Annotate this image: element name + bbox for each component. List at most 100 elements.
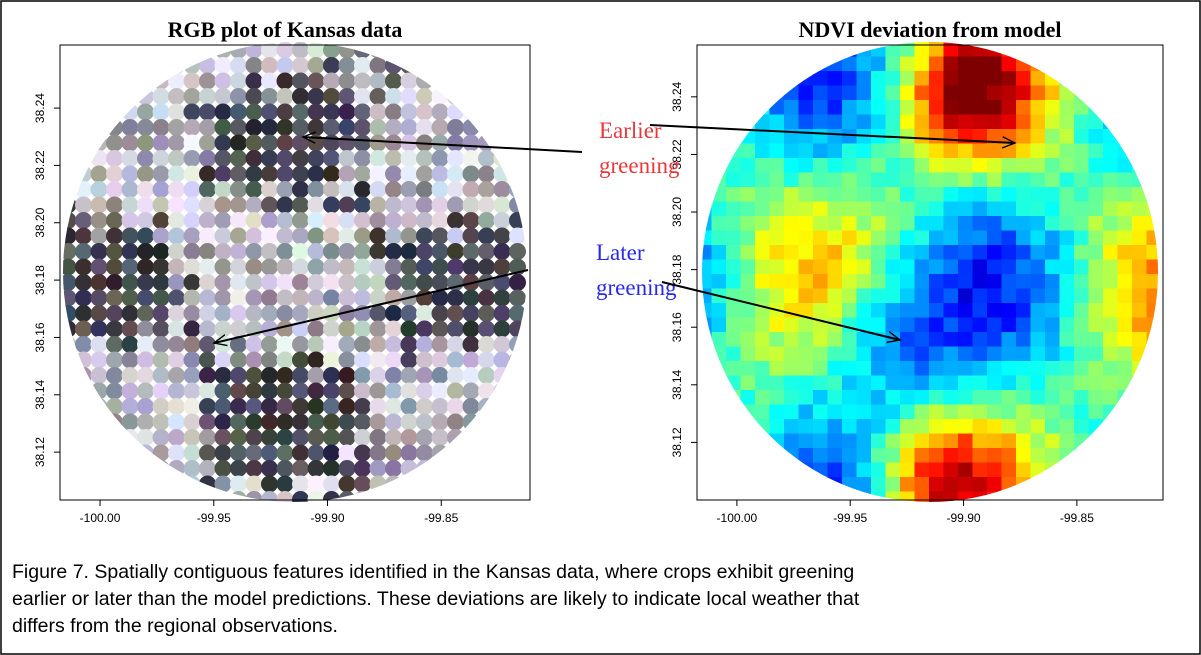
ndvi-cell [958, 477, 973, 492]
rgb-dot [494, 243, 511, 260]
ndvi-cell [1060, 274, 1075, 289]
ndvi-cell [900, 202, 915, 217]
rgb-dot [261, 135, 278, 152]
rgb-dot [75, 321, 92, 338]
ndvi-cell [1074, 318, 1089, 333]
rgb-dot [385, 274, 402, 291]
ndvi-cell [900, 332, 915, 347]
rgb-dot [246, 429, 263, 446]
ndvi-cell [929, 144, 944, 159]
ndvi-cell [784, 115, 799, 130]
rgb-dot [137, 274, 154, 291]
rgb-dot [215, 398, 232, 415]
ndvi-cell [958, 463, 973, 478]
ndvi-cell [958, 245, 973, 260]
rgb-dot [308, 398, 325, 415]
rgb-dot [153, 321, 170, 338]
ndvi-cell [1045, 376, 1060, 391]
rgb-dot [463, 367, 480, 384]
ndvi-cell [1045, 347, 1060, 362]
rgb-dot [168, 259, 185, 276]
rgb-dot [199, 212, 216, 229]
ndvi-cell [770, 231, 785, 246]
ndvi-cell [857, 405, 872, 420]
rgb-dot [230, 414, 247, 431]
rgb-dot [308, 290, 325, 307]
rgb-dot [106, 166, 123, 183]
ndvi-cell [842, 231, 857, 246]
rgb-dot [261, 305, 278, 322]
rgb-dot [122, 166, 139, 183]
rgb-dot [277, 73, 294, 90]
ndvi-cell [784, 434, 799, 449]
ndvi-cell [973, 71, 988, 86]
ndvi-cell [1060, 187, 1075, 202]
ndvi-cell [900, 187, 915, 202]
ndvi-cell [1118, 231, 1133, 246]
ndvi-cell [915, 187, 930, 202]
rgb-dot [75, 243, 92, 260]
rgb-dot [184, 274, 201, 291]
ndvi-cell [726, 231, 741, 246]
rgb-dot [308, 212, 325, 229]
ndvi-cell [1089, 260, 1104, 275]
rgb-dot [292, 88, 309, 105]
ndvi-cell [1132, 231, 1147, 246]
ndvi-cell [958, 100, 973, 115]
ndvi-cell [755, 260, 770, 275]
rgb-dot [277, 259, 294, 276]
ndvi-cell [915, 260, 930, 275]
ndvi-cell [1089, 216, 1104, 231]
rgb-dot [478, 181, 495, 198]
ndvi-cell [770, 216, 785, 231]
rgb-dot [463, 166, 480, 183]
ndvi-cell [1060, 332, 1075, 347]
rgb-dot [370, 414, 387, 431]
ndvi-cell [1089, 129, 1104, 144]
ndvi-cell [871, 448, 886, 463]
ndvi-cell [755, 361, 770, 376]
ndvi-cell [1016, 448, 1031, 463]
ndvi-cell [1089, 274, 1104, 289]
rgb-dot [308, 352, 325, 369]
rgb-dot [416, 429, 433, 446]
ndvi-cell [857, 434, 872, 449]
rgb-dot [122, 259, 139, 276]
ndvi-cell [973, 463, 988, 478]
ndvi-cell [886, 463, 901, 478]
rgb-dot [339, 352, 356, 369]
ndvi-cell [886, 144, 901, 159]
rgb-dot [106, 197, 123, 214]
ndvi-cell [900, 115, 915, 130]
rgb-dot [277, 352, 294, 369]
ndvi-cell [813, 245, 828, 260]
ndvi-cell [871, 463, 886, 478]
ndvi-cell [1089, 144, 1104, 159]
rgb-dot [153, 290, 170, 307]
ndvi-cell [842, 318, 857, 333]
ndvi-cell [871, 376, 886, 391]
ndvi-cell [799, 448, 814, 463]
ndvi-cell [900, 173, 915, 188]
rgb-dot [416, 212, 433, 229]
rgb-dot [323, 274, 340, 291]
rgb-dot [385, 181, 402, 198]
rgb-dot [277, 212, 294, 229]
ndvi-cell [1060, 216, 1075, 231]
ndvi-cell [799, 129, 814, 144]
ndvi-cell [755, 376, 770, 391]
ndvi-cell [915, 463, 930, 478]
ndvi-cell [929, 390, 944, 405]
ndvi-cell [828, 216, 843, 231]
ndvi-cell [958, 347, 973, 362]
rgb-dot [401, 383, 418, 400]
rgb-dot [354, 352, 371, 369]
ndvi-cell [958, 303, 973, 318]
rgb-dot [168, 429, 185, 446]
rgb-dot [401, 367, 418, 384]
ndvi-cell [755, 347, 770, 362]
rgb-dot [261, 352, 278, 369]
ndvi-cell [1103, 376, 1118, 391]
rgb-dot [246, 212, 263, 229]
rgb-dot [323, 367, 340, 384]
